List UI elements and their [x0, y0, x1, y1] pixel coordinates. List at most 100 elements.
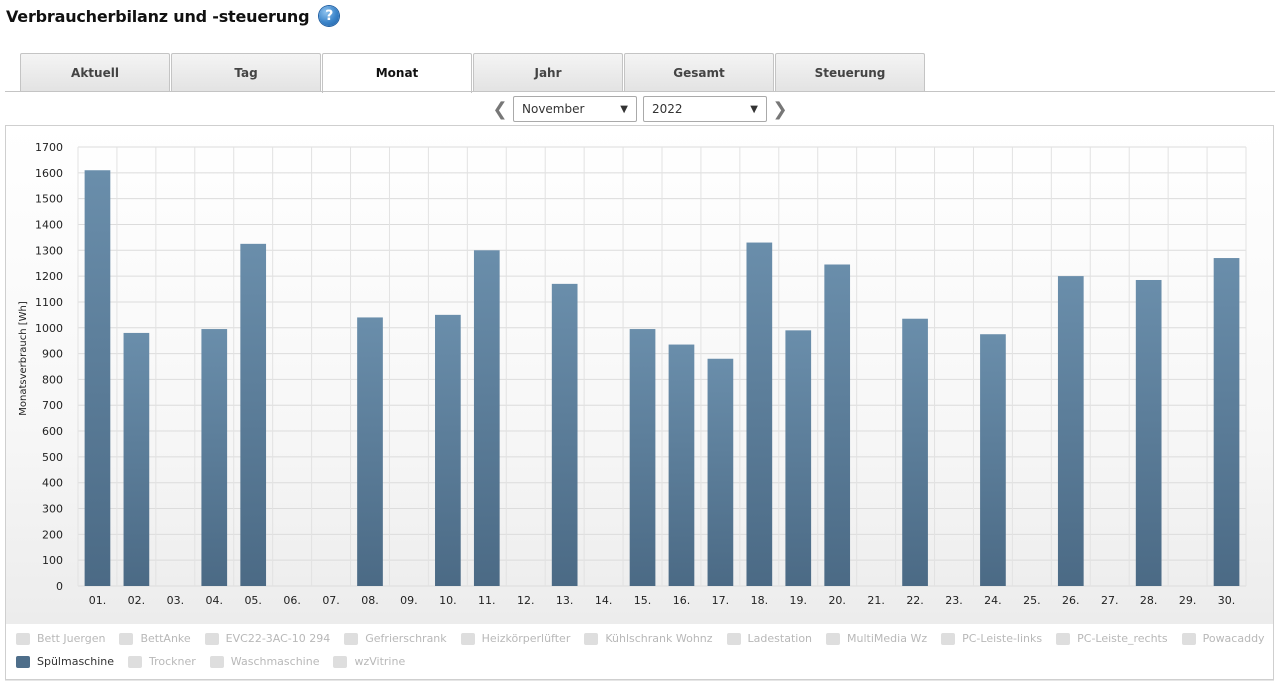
- legend-swatch: [209, 655, 224, 668]
- bar: [746, 242, 773, 586]
- x-tick-label: 05.: [244, 594, 262, 607]
- x-tick-label: 06.: [283, 594, 301, 607]
- x-tick-label: 25.: [1023, 594, 1041, 607]
- legend-label: Heizkörperlüfter: [481, 632, 571, 645]
- legend-label: EVC22-3AC-10 294: [225, 632, 331, 645]
- y-tick-label: 0: [56, 580, 63, 593]
- y-tick-label: 1200: [35, 270, 63, 283]
- legend-swatch: [344, 632, 359, 645]
- y-axis-label: Monatsverbrauch [Wh]: [18, 301, 29, 416]
- x-tick-label: 13.: [556, 594, 574, 607]
- x-tick-label: 17.: [712, 594, 730, 607]
- legend-label: BettAnke: [140, 632, 191, 645]
- legend-swatch: [941, 632, 956, 645]
- x-tick-label: 16.: [673, 594, 691, 607]
- tab-jahr[interactable]: Jahr: [473, 53, 623, 91]
- bar: [201, 329, 228, 586]
- legend-item[interactable]: wzVitrine: [333, 655, 405, 668]
- x-tick-label: 23.: [945, 594, 963, 607]
- chevron-left-icon[interactable]: ❮: [492, 98, 508, 120]
- x-tick-label: 30.: [1218, 594, 1236, 607]
- tab-gesamt[interactable]: Gesamt: [624, 53, 774, 91]
- legend-swatch: [333, 655, 348, 668]
- legend-item[interactable]: MultiMedia Wz: [826, 632, 927, 645]
- bar: [980, 334, 1006, 586]
- x-tick-label: 03.: [167, 594, 185, 607]
- legend-row: Bett Juergen BettAnke EVC22-3AC-10 294 Gefr…: [16, 632, 1279, 645]
- y-tick-label: 500: [42, 451, 63, 464]
- legend-item[interactable]: PC-Leiste_rechts: [1056, 632, 1168, 645]
- legend-item[interactable]: PC-Leiste-links: [941, 632, 1042, 645]
- help-icon[interactable]: ?: [319, 6, 340, 26]
- page-title: Verbraucherbilanz und -steuerung: [6, 6, 310, 26]
- legend-item[interactable]: Powacaddy: [1181, 632, 1265, 645]
- legend-swatch: [16, 655, 30, 668]
- year-select[interactable]: 2022 ▼: [643, 96, 767, 122]
- legend-item[interactable]: Bett Juergen: [16, 632, 105, 645]
- x-tick-label: 08.: [361, 594, 379, 607]
- legend-swatch: [584, 632, 599, 645]
- x-tick-label: 21.: [867, 594, 885, 607]
- legend-item[interactable]: Gefrierschrank: [344, 632, 447, 645]
- legend-swatch: [726, 632, 741, 645]
- legend-swatch: [1181, 632, 1196, 645]
- divider: [5, 680, 1274, 681]
- y-tick-label: 1100: [35, 296, 63, 309]
- y-tick-label: 900: [42, 348, 63, 361]
- legend-label: Spülmaschine: [37, 655, 114, 668]
- bar: [1213, 258, 1240, 586]
- legend-item[interactable]: BettAnke: [119, 632, 191, 645]
- x-tick-label: 15.: [634, 594, 652, 607]
- chart-panel: 0 100 200 300 400 500 600 700 800 900 1000 1100 1200…: [5, 125, 1274, 625]
- y-tick-label: 800: [42, 373, 63, 386]
- y-tick-label: 100: [42, 554, 63, 567]
- legend-item[interactable]: Heizkörperlüfter: [460, 632, 571, 645]
- header: Verbraucherbilanz und -steuerung ?: [6, 4, 340, 28]
- month-select[interactable]: November ▼: [513, 96, 637, 122]
- tab-tag[interactable]: Tag: [171, 53, 321, 91]
- x-tick-label: 24.: [984, 594, 1002, 607]
- legend-swatch: [128, 655, 142, 668]
- legend: Bett Juergen BettAnke EVC22-3AC-10 294 Gefr…: [5, 624, 1274, 680]
- x-tick-label: 29.: [1179, 594, 1197, 607]
- x-tick-label: 20.: [828, 594, 846, 607]
- bar: [123, 332, 150, 586]
- legend-item[interactable]: Kühlschrank Wohnz: [584, 632, 713, 645]
- legend-row: Spülmaschine Trockner Waschmaschine wzVitri…: [16, 655, 419, 668]
- period-selector: ❮ November ▼ 2022 ▼ ❯: [490, 96, 790, 122]
- bar: [824, 264, 851, 586]
- bar: [902, 318, 928, 586]
- y-tick-label: 1300: [35, 244, 63, 257]
- bar: [84, 170, 111, 586]
- x-tick-label: 27.: [1101, 594, 1119, 607]
- legend-label: Waschmaschine: [230, 655, 320, 668]
- y-tick-label: 300: [42, 503, 63, 516]
- bar: [629, 329, 656, 586]
- legend-swatch: [16, 632, 30, 645]
- tab-divider: [5, 91, 1275, 92]
- tab-aktuell[interactable]: Aktuell: [20, 53, 170, 91]
- legend-item[interactable]: EVC22-3AC-10 294: [204, 632, 331, 645]
- legend-swatch: [826, 632, 841, 645]
- legend-label: Bett Juergen: [37, 632, 106, 645]
- legend-item[interactable]: Trockner: [128, 655, 196, 668]
- y-tick-label: 1000: [35, 322, 63, 335]
- bar: [1135, 279, 1162, 586]
- x-tick-label: 19.: [790, 594, 808, 607]
- x-tick-label: 10.: [439, 594, 457, 607]
- x-tick-label: 07.: [322, 594, 340, 607]
- legend-label: PC-Leiste-links: [962, 632, 1043, 645]
- x-tick-label: 01.: [89, 594, 107, 607]
- tab-monat[interactable]: Monat: [322, 53, 472, 93]
- legend-item[interactable]: Waschmaschine: [209, 655, 320, 668]
- tab-steuerung[interactable]: Steuerung: [775, 53, 925, 91]
- legend-swatch: [119, 632, 134, 645]
- y-tick-label: 1700: [35, 141, 63, 154]
- y-tick-label: 700: [42, 399, 63, 412]
- bar: [668, 344, 695, 586]
- chevron-right-icon[interactable]: ❯: [772, 98, 788, 120]
- legend-item[interactable]: Spülmaschine: [16, 655, 114, 668]
- bar: [785, 330, 812, 586]
- bar: [473, 250, 500, 586]
- legend-item[interactable]: Ladestation: [726, 632, 812, 645]
